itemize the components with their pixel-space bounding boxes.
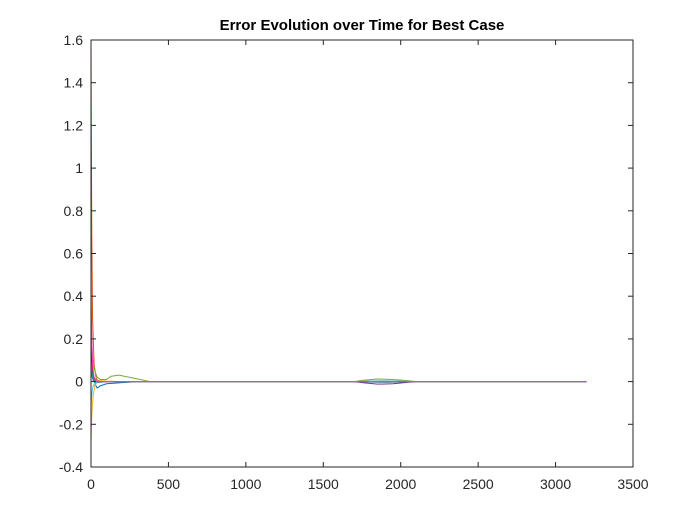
y-tick-label: 0.6 [64, 246, 84, 262]
series-line-5 [90, 317, 587, 383]
x-tick-label: 2000 [385, 476, 416, 492]
x-tick-label: 3500 [617, 476, 648, 492]
y-tick-label: 0.2 [64, 331, 84, 347]
y-tick-label: 0.8 [64, 203, 84, 219]
x-tick-label: 2500 [463, 476, 494, 492]
series-layer [90, 44, 587, 442]
series-line-7 [90, 328, 587, 383]
series-line-3 [90, 380, 587, 442]
chart-title: Error Evolution over Time for Best Case [220, 17, 505, 34]
x-tick-label: 3000 [540, 476, 571, 492]
series-line-9 [90, 360, 587, 383]
series-line-2 [90, 44, 587, 383]
x-tick-label: 1000 [230, 476, 261, 492]
axes-box [90, 39, 634, 468]
x-tick-label: 500 [157, 476, 181, 492]
x-tick-label: 0 [87, 476, 95, 492]
y-tick-label: 1.6 [64, 32, 84, 48]
series-line-6 [90, 380, 587, 408]
y-tick-label: 0.4 [64, 288, 84, 304]
y-tick-label: 0 [75, 374, 83, 390]
series-line-8 [90, 274, 587, 383]
axes: 0 500 1000 1500 2000 2500 3000 3500 -0.4 -0.2 0 0.2… [59, 32, 649, 492]
y-tick-label: 1.4 [64, 75, 84, 91]
y-tick-label: -0.2 [59, 416, 83, 432]
y-tick-label: 1.2 [64, 117, 84, 133]
x-tick-label: 1500 [308, 476, 339, 492]
y-tick-label: -0.4 [59, 459, 83, 475]
y-tick-label: 1 [75, 160, 83, 176]
